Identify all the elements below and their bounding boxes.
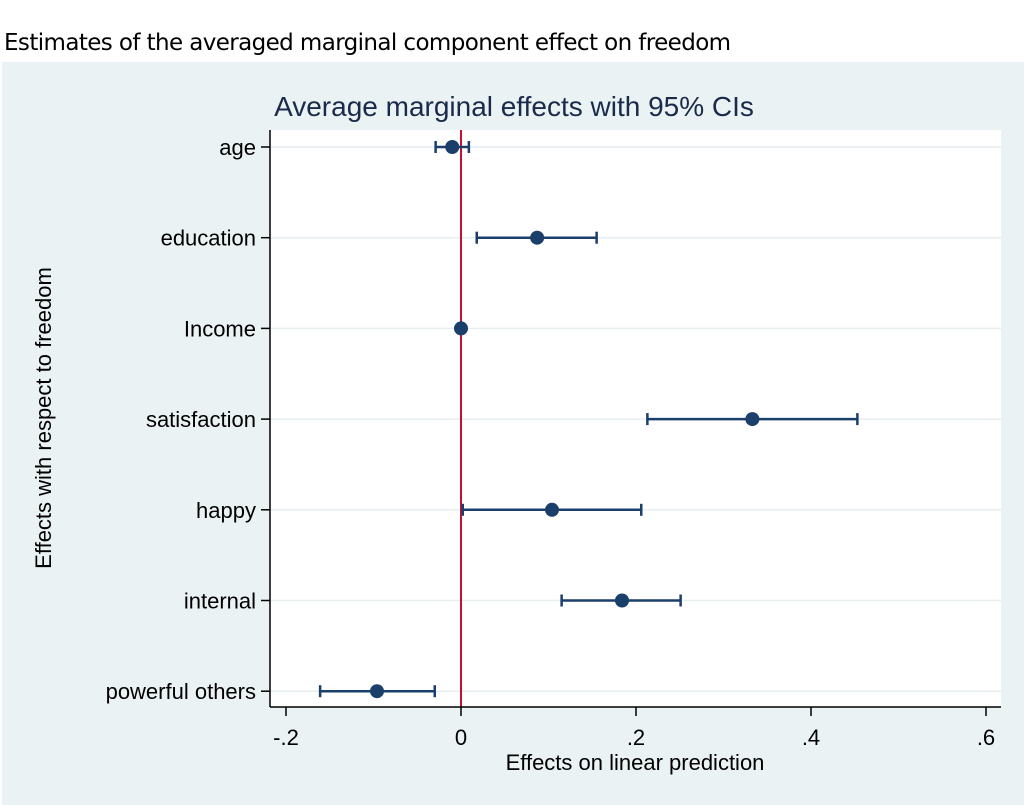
estimate-point (545, 502, 559, 517)
x-tick-label: .2 (627, 725, 645, 750)
y-axis-title: Effects with respect to freedom (31, 267, 56, 569)
x-axis-title: Effects on linear prediction (506, 750, 765, 775)
y-tick-label: education (161, 226, 256, 251)
y-tick-label: happy (196, 498, 256, 523)
estimate-point (454, 321, 468, 336)
x-tick-label: .6 (977, 725, 995, 750)
page-heading: Estimates of the averaged marginal compo… (4, 30, 731, 56)
y-tick-label: age (219, 135, 256, 160)
y-tick-label: satisfaction (146, 407, 256, 432)
estimate-point (370, 684, 384, 699)
estimate-point (615, 593, 629, 608)
y-tick-label: powerful others (106, 679, 256, 704)
y-tick-label: internal (184, 589, 256, 614)
x-tick-label: 0 (455, 725, 467, 750)
estimate-point (445, 140, 460, 154)
y-tick-label: Income (184, 316, 256, 341)
x-tick-label: -.2 (273, 725, 299, 750)
estimate-point (745, 412, 760, 427)
chart-title: Average marginal effects with 95% CIs (274, 91, 754, 122)
x-tick-label: .4 (802, 725, 820, 750)
estimate-point (530, 230, 545, 245)
